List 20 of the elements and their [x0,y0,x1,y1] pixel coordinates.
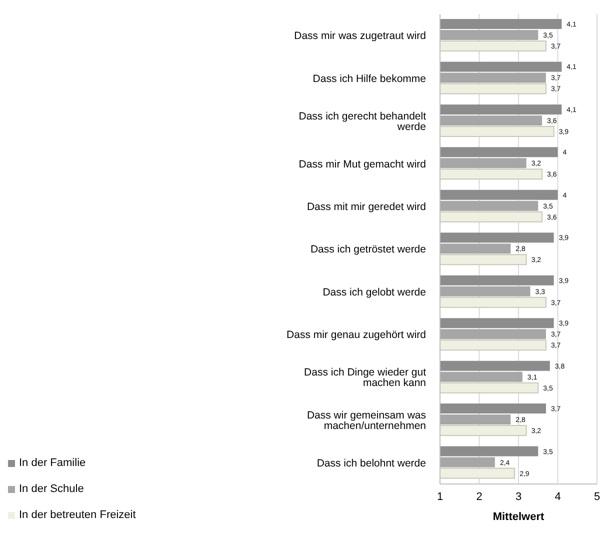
x-axis-title: Mittelwert [492,511,544,523]
x-tick-label: 3 [515,490,522,503]
y-tick-label: Dass ich Hilfe bekomme [312,72,426,85]
y-tick-label: Dass mir was zugetraut wird [294,30,426,42]
y-tick-label: Dass mir Mut gemacht wird [298,158,426,170]
y-tick-label: Dass ich gerecht behandelt werde [298,110,426,133]
y-tick-label: Dass ich getröstet werde [310,244,426,256]
x-tick-label: 1 [436,490,444,503]
x-tick-label: 2 [476,490,482,503]
y-tick-label: Dass mit mir geredet wird [306,201,426,213]
legend-label: In der Schule [19,483,84,495]
y-tick-label: Dass ich gelobt werde [322,286,426,298]
x-tick-label: 4 [554,490,561,503]
y-tick-label: Dass mir genau zugehört wird [286,329,426,342]
legend-label: In der Familie [19,457,86,469]
y-tick-label: Dass wir gemeinsam was machen/unternehmen [306,409,426,432]
y-tick-label: Dass ich Dinge wieder gut machen kann [304,366,426,390]
x-tick-label: 5 [594,490,600,503]
y-tick-label: Dass ich belohnt werde [316,457,426,470]
legend-label: In der betreuten Freizeit [19,509,136,521]
